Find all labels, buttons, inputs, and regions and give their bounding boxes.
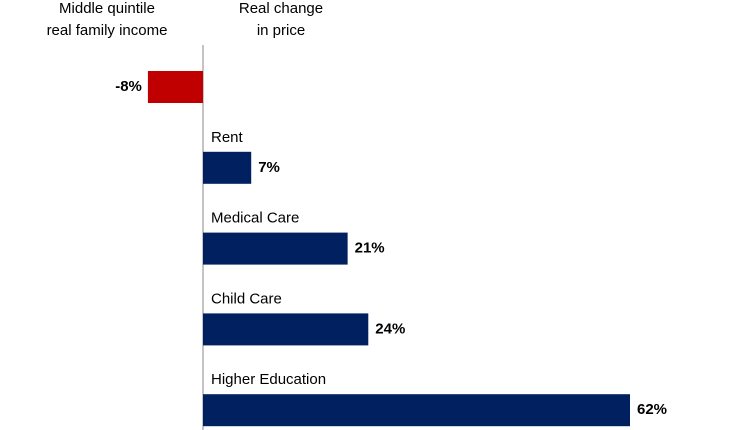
category-label: Higher Education xyxy=(211,371,326,388)
header: in price xyxy=(257,22,305,39)
bar xyxy=(203,313,369,346)
category-label: Rent xyxy=(211,129,244,146)
category-label: Medical Care xyxy=(211,210,299,227)
bar xyxy=(203,151,252,184)
category-label: Child Care xyxy=(211,290,282,307)
bar xyxy=(203,394,630,427)
value-label: 21% xyxy=(355,240,385,257)
header: Real change xyxy=(239,0,323,17)
value-label: 24% xyxy=(375,320,405,337)
value-label: 62% xyxy=(637,401,667,418)
bar xyxy=(203,232,348,265)
header: Middle quintile xyxy=(59,0,155,17)
header: real family income xyxy=(47,22,168,39)
bar xyxy=(147,71,203,103)
value-label: -8% xyxy=(115,78,142,95)
value-label: 7% xyxy=(258,159,280,176)
